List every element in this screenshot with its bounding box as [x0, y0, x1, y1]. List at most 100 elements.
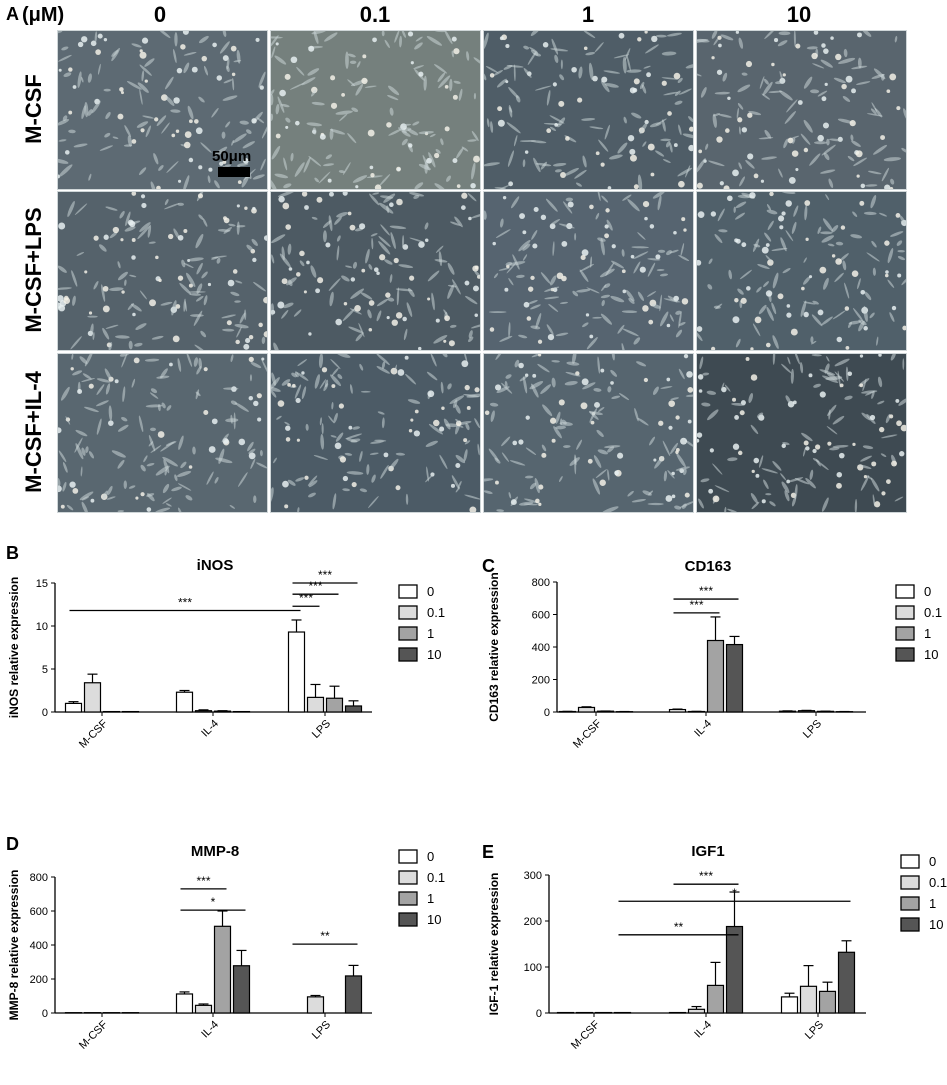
column-header-10: 10 [786, 2, 812, 27]
bar [799, 985, 818, 1014]
y-tick-label: 600 [30, 906, 48, 918]
significance-label: * [732, 886, 737, 900]
legend-label: 0.1 [929, 875, 947, 890]
legend-swatch [398, 870, 418, 885]
bar [687, 1008, 706, 1014]
y-axis-label: MMP-8 relative expression [7, 870, 21, 1021]
micrograph-image [696, 353, 907, 513]
legend-label: 1 [924, 626, 931, 641]
micrograph-image [270, 353, 481, 513]
bar [837, 951, 856, 1014]
legend-label: 10 [427, 912, 441, 927]
bar [287, 631, 306, 713]
legend-swatch [398, 584, 418, 599]
legend-swatch [895, 626, 915, 641]
y-tick-label: 15 [36, 578, 48, 590]
y-tick-label: 200 [532, 675, 550, 687]
y-tick-label: 0 [536, 1008, 542, 1020]
panel-c-letter: C [482, 556, 495, 576]
y-tick-label: 800 [30, 872, 48, 884]
y-tick-label: 0 [42, 1008, 48, 1020]
x-tick-label: M-CSF [77, 717, 110, 750]
legend-label: 10 [929, 917, 943, 932]
y-axis-label: CD163 relative expression [487, 572, 501, 721]
bar [577, 706, 596, 713]
unit-label: (μM) [22, 4, 65, 26]
y-tick-label: 0 [544, 707, 550, 719]
y-tick-label: 400 [532, 642, 550, 654]
row-label-mcsf: M-CSF [21, 74, 46, 144]
x-tick-label: IL-4 [692, 1019, 714, 1041]
x-tick-label: LPS [310, 1019, 333, 1042]
legend-label: 10 [924, 647, 938, 662]
bar [194, 1004, 213, 1014]
scale-bar-label: 50μm [212, 148, 252, 165]
y-tick-label: 100 [524, 962, 542, 974]
bar [706, 984, 725, 1014]
legend-swatch [900, 875, 920, 890]
bar [344, 705, 363, 713]
bar [668, 708, 687, 713]
significance-label: ** [674, 920, 684, 934]
legend-swatch [398, 647, 418, 662]
y-axis-label: iNOS relative expression [7, 577, 21, 718]
legend-label: 0.1 [427, 605, 445, 620]
micrograph-image [696, 30, 907, 190]
legend-label: 0 [427, 584, 434, 599]
bar [725, 643, 744, 713]
y-tick-label: 800 [532, 577, 550, 589]
bar [213, 925, 232, 1014]
micrograph-image [483, 30, 694, 190]
legend-label: 1 [427, 891, 434, 906]
micrograph-image [270, 191, 481, 351]
row-label-mcsf-il4: M-CSF+IL-4 [21, 371, 46, 493]
x-tick-label: LPS [310, 718, 333, 741]
panel-e-letter: E [482, 842, 495, 862]
column-header-0-1: 0.1 [359, 2, 391, 27]
y-axis-label: IGF-1 relative expression [487, 873, 501, 1016]
y-tick-label: 5 [42, 664, 48, 676]
bar [306, 696, 325, 713]
chart-title: IGF1 [691, 843, 724, 860]
bar [818, 990, 837, 1014]
micrograph-image [57, 191, 268, 351]
x-tick-label: IL-4 [692, 718, 714, 740]
significance-label: *** [299, 591, 313, 605]
significance-label: *** [699, 584, 713, 598]
y-tick-label: 10 [36, 621, 48, 633]
bar [725, 925, 744, 1014]
x-tick-label: LPS [803, 1019, 826, 1042]
legend-swatch [895, 647, 915, 662]
y-tick-label: 0 [42, 707, 48, 719]
row-label-mcsf-lps: M-CSF+LPS [21, 207, 46, 333]
chart-mmp8: MMP-8 MMP-8 relative expression 0 200 400 600… [7, 843, 445, 1052]
scale-bar [218, 167, 250, 177]
legend-label: 0.1 [924, 605, 942, 620]
bar [325, 697, 344, 713]
panel-b-letter: B [6, 543, 19, 563]
legend-swatch [398, 912, 418, 927]
significance-label: ** [320, 929, 330, 943]
bar [306, 996, 325, 1014]
significance-label: *** [318, 568, 332, 582]
legend-swatch [900, 917, 920, 932]
micrograph-image [270, 30, 481, 190]
column-header-0: 0 [153, 2, 167, 27]
significance-label: *** [178, 596, 192, 610]
y-tick-label: 400 [30, 940, 48, 952]
legend-swatch [398, 849, 418, 864]
y-tick-label: 200 [30, 974, 48, 986]
x-tick-label: IL-4 [199, 1019, 221, 1041]
bar [83, 682, 102, 713]
chart-cd163: CD163 CD163 relative expression 0 200 400 600… [487, 558, 942, 751]
legend-label: 0 [929, 854, 936, 869]
chart-title: MMP-8 [191, 843, 239, 860]
bar [175, 993, 194, 1014]
legend-swatch [398, 626, 418, 641]
chart-title: iNOS [197, 557, 234, 574]
x-tick-label: M-CSF [571, 717, 604, 750]
bar [194, 710, 213, 713]
legend-swatch [398, 605, 418, 620]
